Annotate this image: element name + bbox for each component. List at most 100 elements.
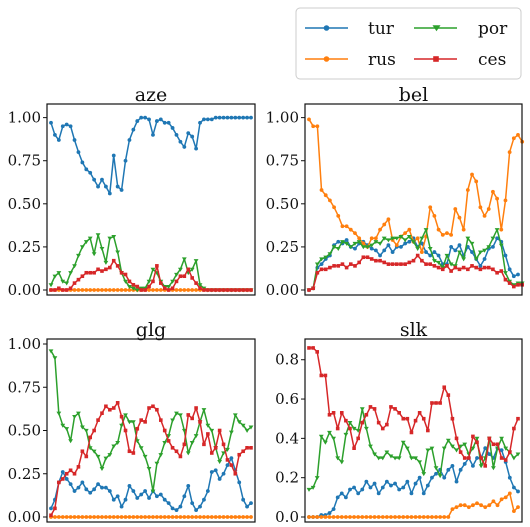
legend-label-tur: tur bbox=[368, 19, 395, 39]
point-por bbox=[319, 257, 324, 262]
point-ces bbox=[186, 413, 191, 417]
point-rus bbox=[343, 515, 348, 519]
point-ces bbox=[166, 439, 171, 443]
point-rus bbox=[394, 243, 399, 248]
point-por bbox=[465, 236, 471, 241]
point-tur bbox=[170, 126, 175, 130]
point-tur bbox=[407, 239, 412, 244]
point-rus bbox=[182, 515, 187, 519]
point-ces bbox=[458, 450, 463, 454]
point-rus bbox=[96, 515, 100, 519]
point-tur bbox=[462, 462, 467, 466]
point-ces bbox=[162, 286, 167, 291]
point-rus bbox=[499, 227, 504, 232]
point-ces bbox=[516, 416, 520, 421]
point-rus bbox=[357, 236, 362, 241]
point-ces bbox=[245, 446, 249, 450]
point-por bbox=[189, 441, 195, 446]
point-rus bbox=[323, 193, 328, 198]
point-tur bbox=[373, 248, 378, 253]
point-rus bbox=[72, 515, 77, 519]
point-ces bbox=[76, 277, 81, 282]
point-rus bbox=[100, 515, 104, 519]
point-tur bbox=[151, 132, 155, 137]
point-por bbox=[419, 236, 425, 241]
point-rus bbox=[478, 205, 483, 210]
point-por bbox=[503, 446, 509, 451]
point-tur bbox=[225, 463, 230, 467]
point-por bbox=[352, 241, 358, 246]
point-por bbox=[409, 456, 414, 461]
point-ces bbox=[471, 434, 475, 439]
point-por bbox=[340, 240, 345, 245]
point-ces bbox=[68, 286, 73, 291]
point-tur bbox=[360, 487, 365, 492]
point-ces bbox=[209, 451, 214, 455]
point-por bbox=[511, 456, 517, 461]
point-por bbox=[327, 430, 332, 435]
point-ces bbox=[491, 442, 496, 447]
point-rus bbox=[393, 515, 397, 519]
point-rus bbox=[450, 507, 455, 512]
point-por bbox=[107, 236, 113, 241]
point-ces bbox=[380, 426, 385, 431]
point-tur bbox=[503, 253, 508, 258]
point-tur bbox=[107, 191, 112, 196]
point-tur bbox=[413, 481, 418, 486]
point-rus bbox=[327, 515, 332, 519]
point-ces bbox=[311, 286, 315, 291]
point-rus bbox=[339, 515, 344, 519]
point-rus bbox=[432, 213, 437, 218]
point-ces bbox=[96, 418, 100, 422]
point-por bbox=[189, 267, 195, 272]
point-rus bbox=[92, 515, 97, 519]
point-ces bbox=[159, 281, 163, 285]
point-tur bbox=[96, 184, 100, 189]
y-tick-label: 1.00 bbox=[8, 335, 41, 353]
point-tur bbox=[72, 489, 77, 493]
series-line-ces bbox=[50, 402, 251, 516]
point-ces bbox=[516, 283, 520, 287]
y-tick-label: 0.75 bbox=[8, 152, 41, 170]
series-ces bbox=[49, 258, 253, 292]
point-por bbox=[185, 451, 191, 456]
point-ces bbox=[397, 411, 401, 415]
point-por bbox=[162, 441, 168, 446]
point-tur bbox=[131, 127, 136, 132]
point-tur bbox=[424, 250, 428, 254]
point-ces bbox=[378, 258, 382, 263]
point-ces bbox=[194, 406, 198, 410]
point-rus bbox=[186, 515, 191, 519]
point-ces bbox=[53, 506, 57, 511]
point-tur bbox=[178, 504, 183, 509]
point-rus bbox=[353, 231, 357, 236]
point-rus bbox=[511, 136, 516, 141]
legend-label-ces: ces bbox=[478, 50, 506, 70]
point-ces bbox=[151, 279, 155, 284]
point-tur bbox=[158, 117, 163, 122]
point-rus bbox=[369, 236, 374, 241]
point-tur bbox=[68, 482, 73, 487]
point-por bbox=[119, 423, 124, 428]
y-tick-label: 0.50 bbox=[266, 195, 299, 213]
point-tur bbox=[139, 115, 144, 120]
point-ces bbox=[100, 411, 104, 415]
point-por bbox=[494, 228, 500, 233]
point-tur bbox=[352, 485, 356, 490]
point-rus bbox=[84, 288, 89, 292]
point-tur bbox=[143, 115, 148, 120]
point-por bbox=[318, 434, 324, 439]
point-ces bbox=[394, 262, 399, 266]
point-ces bbox=[466, 267, 470, 272]
point-rus bbox=[233, 515, 238, 519]
point-ces bbox=[499, 456, 504, 460]
point-ces bbox=[319, 267, 324, 272]
series-line-ces bbox=[309, 347, 519, 467]
point-rus bbox=[483, 505, 488, 510]
y-tick-label: 1.00 bbox=[266, 109, 299, 127]
point-ces bbox=[462, 456, 467, 460]
y-tick-label: 0.00 bbox=[8, 508, 41, 526]
point-rus bbox=[516, 505, 520, 510]
point-rus bbox=[413, 515, 418, 519]
